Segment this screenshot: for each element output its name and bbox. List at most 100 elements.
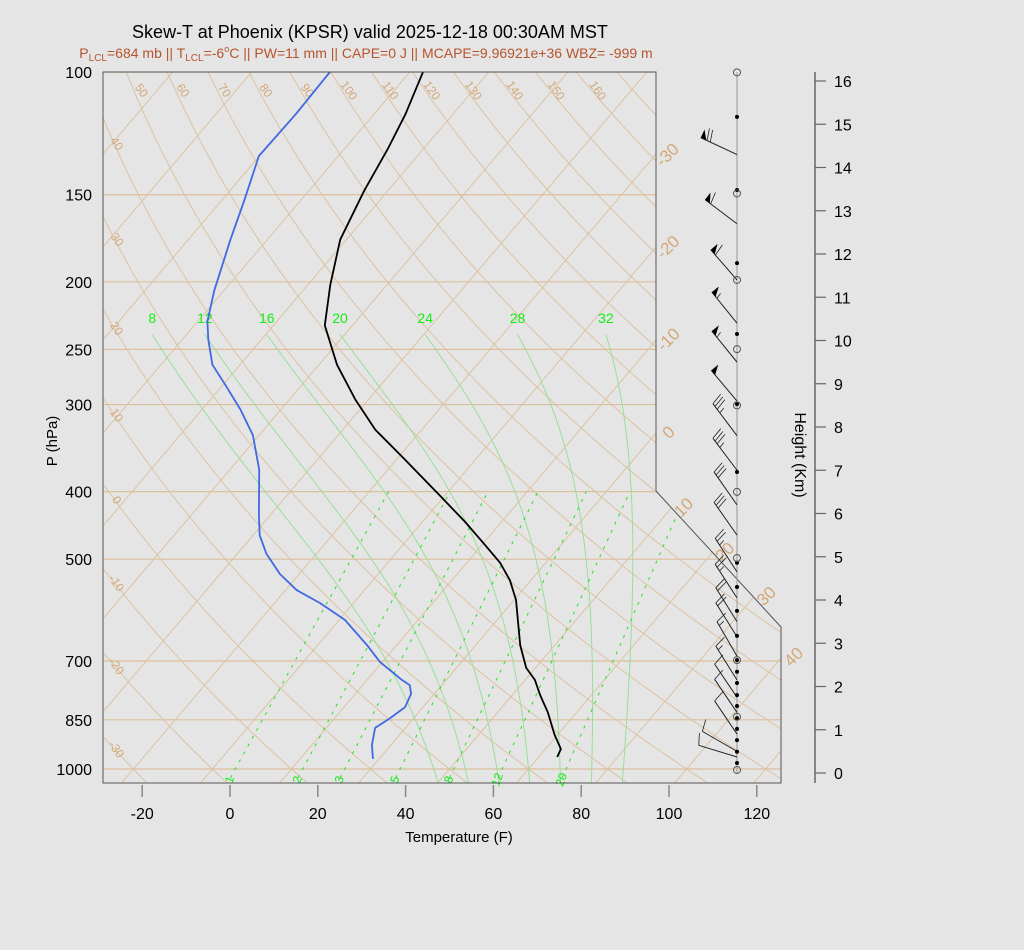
dry-adiabat-line <box>412 72 781 783</box>
wind-barb <box>704 192 738 225</box>
height-tick-label: 14 <box>834 161 852 178</box>
dry-adiabat-label: 100 <box>337 78 360 103</box>
height-tick-label: 10 <box>834 334 852 351</box>
subtitle-t-lcl: T <box>177 45 186 61</box>
height-tick-label: 4 <box>834 593 843 610</box>
moist-adiabat-label: 12 <box>197 310 213 326</box>
x-tick-label: 20 <box>309 806 327 823</box>
mixing-ratio-line <box>497 491 631 779</box>
dry-adiabat-line <box>248 72 781 783</box>
staff-circle <box>733 656 741 665</box>
x-tick-label: 40 <box>397 806 415 823</box>
temperature-line <box>323 72 562 758</box>
dry-adiabat-line <box>103 72 389 783</box>
y-axis-label: P (hPa) <box>44 416 61 467</box>
isotherm-line <box>103 72 569 783</box>
x-tick-label: 80 <box>572 806 590 823</box>
height-tick-label: 9 <box>834 377 843 394</box>
mixing-ratio-label: 8 <box>441 774 457 785</box>
wind-barb <box>714 691 738 735</box>
isotherm-line <box>103 72 253 783</box>
wind-barb <box>711 286 738 324</box>
staff-dot <box>735 749 739 754</box>
dry-adiabat-label: 160 <box>586 78 609 103</box>
staff-circle <box>733 345 741 354</box>
wind-barb <box>714 654 738 698</box>
subtitle-rest: C || PW=11 mm || CAPE=0 J || MCAPE=9.969… <box>229 45 652 61</box>
x-tick-label: -20 <box>131 806 154 823</box>
dry-adiabat-line <box>103 72 549 783</box>
skew-t-grid <box>103 72 781 783</box>
isotherm-line <box>594 72 781 783</box>
x-tick-label: 60 <box>485 806 503 823</box>
isotherm-line <box>103 72 174 783</box>
dry-adiabat-line <box>103 72 149 783</box>
dry-adiabat-line <box>780 72 781 783</box>
staff-dot <box>735 585 739 590</box>
staff-circle <box>733 712 741 721</box>
wind-barb <box>714 669 738 713</box>
dry-adiabat-line <box>207 72 781 783</box>
y-tick-label: 850 <box>65 713 92 730</box>
moist-adiabat-line <box>517 334 594 783</box>
chart-title: Skew-T at Phoenix (KPSR) valid 2025-12-1… <box>132 22 608 42</box>
staff-circle <box>733 401 741 410</box>
dry-adiabat-line <box>453 72 781 783</box>
mixing-ratio-label: 5 <box>387 774 403 785</box>
staff-dot <box>735 658 739 663</box>
dry-adiabat-line <box>371 72 781 783</box>
height-tick-label: 7 <box>834 463 843 480</box>
isotherm-label: 40 <box>780 644 807 671</box>
dry-adiabat-line <box>103 72 710 783</box>
wind-barb <box>710 364 738 402</box>
staff-dot <box>735 114 739 119</box>
wind-barb <box>715 636 738 681</box>
dry-adiabat-label: 40 <box>107 134 126 153</box>
dry-adiabat-label: 120 <box>420 78 443 103</box>
y-tick-label: 150 <box>65 188 92 205</box>
staff-dot <box>735 681 739 686</box>
wind-barb <box>714 554 738 599</box>
isotherm-line <box>515 72 781 783</box>
wind-barb <box>701 719 738 752</box>
y-tick-label: 1000 <box>56 762 92 779</box>
staff-dot <box>735 402 739 407</box>
dry-adiabat-line <box>698 72 781 783</box>
wind-barbs <box>698 68 741 774</box>
height-tick-label: 12 <box>834 247 852 264</box>
mixing-ratio-label: 20 <box>553 771 571 789</box>
isotherm-label: -10 <box>653 324 684 355</box>
staff-circle <box>733 275 741 284</box>
dry-adiabat-label: 70 <box>215 81 234 100</box>
height-tick-label: 3 <box>834 636 843 653</box>
staff-dot <box>735 703 739 708</box>
moist-adiabat-label: 8 <box>148 310 156 326</box>
dry-adiabat-label: 140 <box>503 78 526 103</box>
isotherm-label: 30 <box>753 583 780 610</box>
wind-barb <box>711 325 738 363</box>
moist-adiabat-label: 16 <box>259 310 275 326</box>
dry-adiabat-line <box>103 72 469 783</box>
staff-dot <box>735 761 739 766</box>
y-tick-label: 200 <box>65 275 92 292</box>
height-tick-label: 1 <box>834 723 843 740</box>
profiles <box>206 72 562 759</box>
wind-barb <box>712 428 738 471</box>
height-tick-label: 6 <box>834 507 843 524</box>
subtitle-degree: o <box>224 44 229 54</box>
dry-adiabat-label: 150 <box>545 78 568 103</box>
moist-adiabat-line <box>266 334 500 783</box>
wind-barb <box>713 462 738 506</box>
dry-adiabat-line <box>103 72 229 783</box>
dry-adiabat-label: -30 <box>106 738 128 761</box>
dry-adiabat-line <box>125 72 781 783</box>
moist-adiabat-line <box>605 334 634 783</box>
dry-adiabat-line <box>103 72 309 783</box>
isotherm-line <box>103 72 411 783</box>
y-tick-label: 250 <box>65 342 92 359</box>
isotherm-line <box>103 72 648 783</box>
isotherm-line <box>120 72 727 783</box>
mixing-ratio-line <box>339 491 489 779</box>
